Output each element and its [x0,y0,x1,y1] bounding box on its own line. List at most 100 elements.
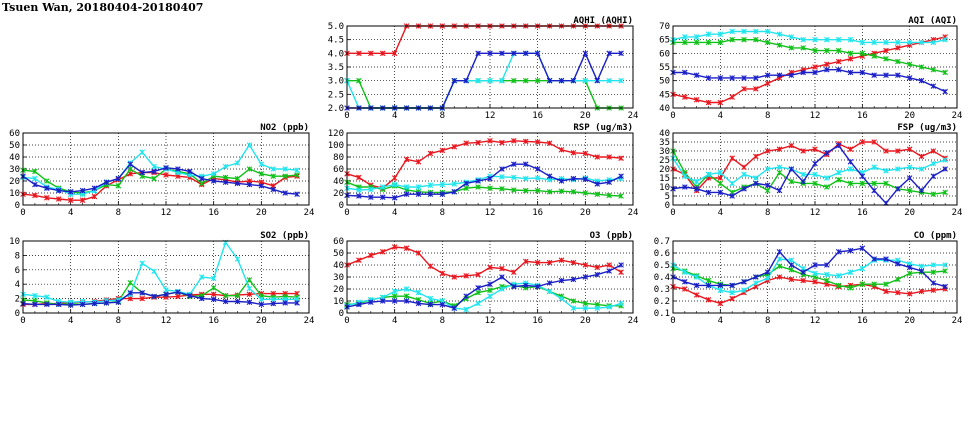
data-point [594,271,601,278]
data-point [127,166,134,172]
data-point [918,268,925,274]
y-tick-label: 40 [659,104,670,114]
y-tick-label: 30 [9,165,20,175]
data-point [800,171,806,178]
x-tick-label: 16 [532,316,543,326]
data-point [32,175,38,182]
data-point [906,39,913,46]
x-tick-label: 12 [485,208,496,218]
series-line [672,247,946,288]
data-point [210,178,217,184]
data-point [415,250,422,256]
x-tick-label: 24 [304,208,315,218]
data-point [210,285,217,291]
data-point [693,186,700,192]
data-point [895,276,901,283]
data-point [918,166,925,172]
data-point [582,50,589,57]
series-line [22,291,298,306]
data-point [835,177,842,183]
y-tick-label: 0.3 [654,285,670,295]
data-point [788,267,795,273]
data-point [930,262,937,268]
data-point [776,249,783,255]
data-point [776,31,783,37]
x-tick-label: 8 [440,111,445,121]
data-point [391,244,398,250]
y-tick-label: 60 [333,237,344,247]
data-point [717,31,724,37]
data-point [753,280,759,286]
data-point [463,293,469,299]
data-point [246,285,253,292]
series-blue [20,289,300,308]
chart-title: O3 (ppb) [590,231,633,241]
data-point [895,58,901,65]
data-point [44,301,50,308]
data-point [32,292,38,299]
chart-title: NO2 (ppb) [260,123,309,133]
page-title: Tsuen Wan, 20180404-20180407 [2,1,204,14]
data-point [282,166,288,172]
data-point [475,184,481,190]
data-point [741,75,747,81]
data-point [788,166,795,172]
data-point [859,50,866,57]
data-point [606,268,612,274]
data-point [824,277,830,284]
data-point [800,148,806,154]
data-point [788,262,795,268]
data-point [906,175,913,181]
data-point [824,66,830,73]
y-tick-label: 0 [339,201,344,211]
data-point [895,39,901,46]
data-point [847,159,854,165]
data-point [294,191,300,197]
data-point [847,36,854,43]
data-point [682,184,688,190]
y-tick-label: 60 [333,165,344,175]
data-point [717,169,724,176]
data-point [776,274,783,280]
data-point [427,150,434,157]
plot-frame [22,240,310,314]
x-tick-label: 16 [857,111,868,121]
y-tick-label: 0 [339,309,344,319]
data-point [883,288,889,295]
data-point [883,168,889,174]
data-point [67,302,74,308]
series-line [346,246,622,278]
data-point [800,269,806,275]
data-point [487,138,493,144]
data-point [282,190,288,196]
data-point [729,75,735,81]
data-point [835,282,842,289]
x-tick-label: 12 [810,111,821,121]
data-point [764,182,771,188]
data-point [883,148,889,154]
data-point [222,292,229,299]
data-point [741,164,747,170]
data-point [859,39,866,46]
plot-frame [346,240,634,314]
data-point [705,39,712,46]
data-point [582,305,589,311]
data-point [475,139,481,146]
data-point [222,174,229,181]
y-tick-label: 0 [15,201,20,211]
data-point [139,290,145,296]
data-point [705,297,712,303]
data-point [463,140,469,146]
data-point [918,64,925,70]
data-point [753,180,759,187]
data-point [534,259,541,266]
data-point [246,299,253,305]
data-point [594,181,601,187]
plot-frame [672,132,958,206]
data-point [824,61,830,68]
data-point [847,247,854,254]
data-point [883,39,889,46]
